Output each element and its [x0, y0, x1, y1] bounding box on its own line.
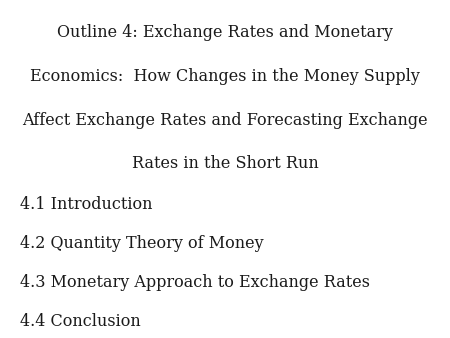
- Text: Rates in the Short Run: Rates in the Short Run: [131, 155, 319, 172]
- Text: 4.1 Introduction: 4.1 Introduction: [20, 196, 153, 213]
- Text: 4.4 Conclusion: 4.4 Conclusion: [20, 313, 141, 330]
- Text: Economics:  How Changes in the Money Supply: Economics: How Changes in the Money Supp…: [30, 68, 420, 84]
- Text: Outline 4: Exchange Rates and Monetary: Outline 4: Exchange Rates and Monetary: [57, 24, 393, 41]
- Text: 4.2 Quantity Theory of Money: 4.2 Quantity Theory of Money: [20, 235, 264, 252]
- Text: 4.3 Monetary Approach to Exchange Rates: 4.3 Monetary Approach to Exchange Rates: [20, 274, 370, 291]
- Text: Affect Exchange Rates and Forecasting Exchange: Affect Exchange Rates and Forecasting Ex…: [22, 112, 428, 128]
